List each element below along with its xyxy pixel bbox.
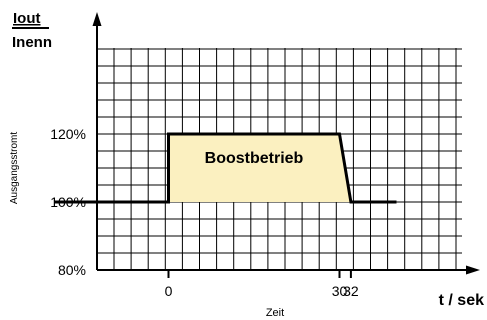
annotation-boostbetrieb: Boostbetrieb [205,150,304,167]
x-tick-label: 0 [165,283,173,299]
boost-region [168,134,351,202]
current-curve [54,132,397,204]
x-tick-marks [167,270,352,278]
x-tick-label: 32 [343,283,359,299]
xlabel-unit: t / sek [439,292,484,309]
x-tick-label: 30 [332,283,348,299]
y-tick-label: 120% [50,126,86,142]
ylabel-denominator: Inenn [12,34,52,51]
y-axis-arrow [92,12,102,26]
xlabel-caption: Zeit [266,307,284,319]
ylabel-numerator: Iout [13,10,41,27]
x-axis-arrow [466,265,480,275]
y-tick-label: 80% [58,262,86,278]
ylabel-side: Ausgangsstromt [9,132,20,204]
y-tick-label: 100% [50,194,86,210]
y-tick-labels: 80% 100% 120% [50,126,86,278]
